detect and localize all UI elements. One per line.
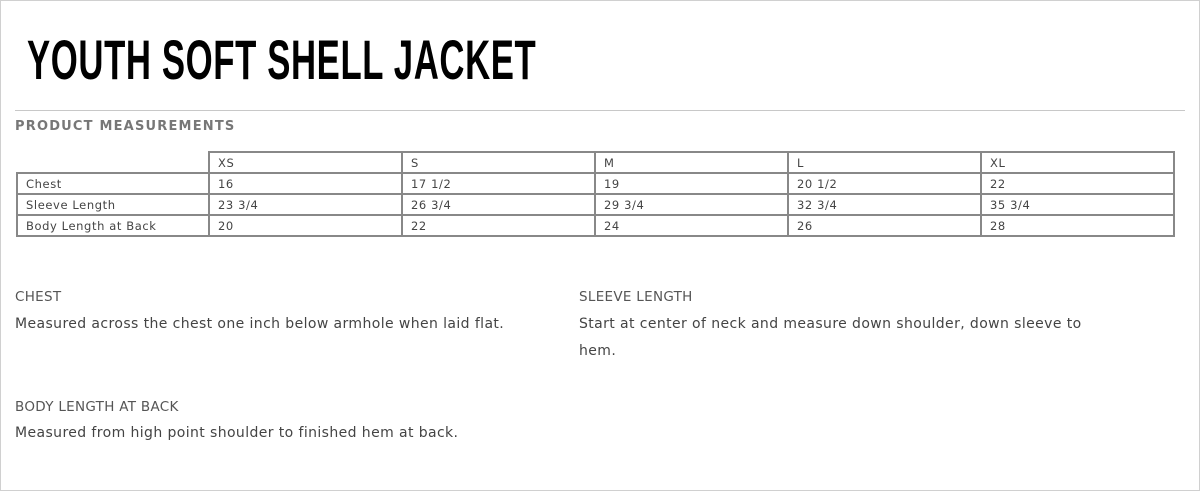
table-cell: 16 bbox=[208, 172, 403, 195]
table-header-row: XS S M L XL bbox=[17, 151, 1175, 174]
measurements-table: XS S M L XL Chest 16 17 1/2 19 20 1/2 22… bbox=[16, 151, 1175, 237]
header-cell: XS bbox=[208, 151, 403, 174]
table-cell: 35 3/4 bbox=[980, 193, 1175, 216]
table-cell: 32 3/4 bbox=[787, 193, 982, 216]
table-cell: 22 bbox=[401, 214, 596, 237]
body-length-heading: BODY LENGTH AT BACK bbox=[15, 399, 179, 415]
table-cell: 19 bbox=[594, 172, 789, 195]
chest-description: Measured across the chest one inch below… bbox=[15, 316, 505, 332]
chest-heading: CHEST bbox=[15, 289, 62, 305]
sleeve-length-heading: SLEEVE LENGTH bbox=[579, 289, 693, 305]
row-label: Body Length at Back bbox=[16, 214, 210, 237]
table-row: Sleeve Length 23 3/4 26 3/4 29 3/4 32 3/… bbox=[16, 193, 1175, 216]
table-cell: 26 bbox=[787, 214, 982, 237]
row-label: Sleeve Length bbox=[16, 193, 210, 216]
table-cell: 20 1/2 bbox=[787, 172, 982, 195]
row-label: Chest bbox=[16, 172, 210, 195]
table-cell: 28 bbox=[980, 214, 1175, 237]
table-cell: 24 bbox=[594, 214, 789, 237]
header-cell: L bbox=[787, 151, 982, 174]
header-cell: S bbox=[401, 151, 596, 174]
header-cell: M bbox=[594, 151, 789, 174]
sleeve-length-description: Start at center of neck and measure down… bbox=[579, 316, 1082, 359]
table-cell: 22 bbox=[980, 172, 1175, 195]
table-row: Chest 16 17 1/2 19 20 1/2 22 bbox=[16, 172, 1175, 195]
header-blank-cell bbox=[17, 152, 209, 174]
body-length-description: Measured from high point shoulder to fin… bbox=[15, 425, 459, 441]
table-row: Body Length at Back 20 22 24 26 28 bbox=[16, 214, 1175, 237]
divider bbox=[15, 110, 1185, 111]
page-title: YOUTH SOFT SHELL JACKET bbox=[27, 28, 537, 91]
table-cell: 17 1/2 bbox=[401, 172, 596, 195]
table-cell: 26 3/4 bbox=[401, 193, 596, 216]
section-title: PRODUCT MEASUREMENTS bbox=[15, 119, 236, 134]
table-cell: 29 3/4 bbox=[594, 193, 789, 216]
header-cell: XL bbox=[980, 151, 1175, 174]
table-cell: 23 3/4 bbox=[208, 193, 403, 216]
table-cell: 20 bbox=[208, 214, 403, 237]
